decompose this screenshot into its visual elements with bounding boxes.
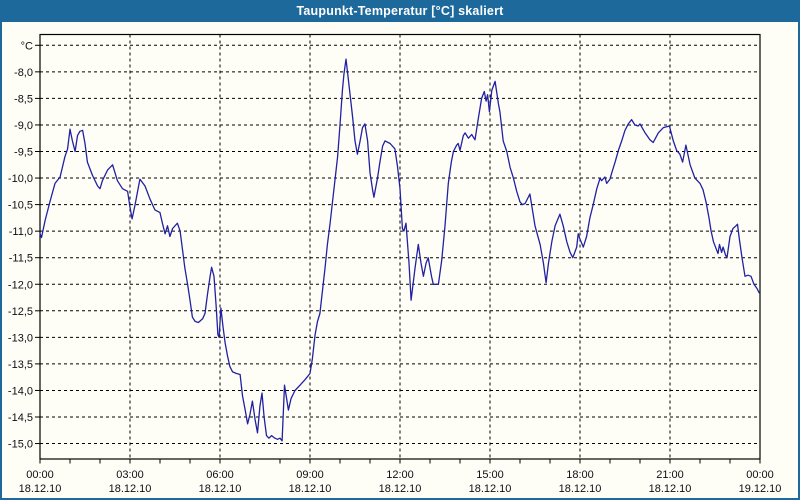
svg-text:18.12.10: 18.12.10 bbox=[379, 483, 422, 495]
svg-text:18.12.10: 18.12.10 bbox=[199, 483, 242, 495]
svg-text:18.12.10: 18.12.10 bbox=[469, 483, 512, 495]
svg-text:°C: °C bbox=[21, 40, 33, 52]
svg-text:15:00: 15:00 bbox=[476, 469, 504, 481]
svg-text:-9,5: -9,5 bbox=[14, 147, 33, 159]
title-bar: Taupunkt-Temperatur [°C] skaliert bbox=[0, 0, 800, 22]
chart-title: Taupunkt-Temperatur [°C] skaliert bbox=[296, 4, 504, 18]
svg-text:18.12.10: 18.12.10 bbox=[109, 483, 152, 495]
x-gridlines bbox=[129, 34, 671, 459]
svg-text:00:00: 00:00 bbox=[26, 469, 54, 481]
svg-text:-8,0: -8,0 bbox=[14, 67, 33, 79]
svg-text:-8,5: -8,5 bbox=[14, 93, 33, 105]
svg-text:03:00: 03:00 bbox=[116, 469, 144, 481]
svg-text:09:00: 09:00 bbox=[296, 469, 324, 481]
svg-text:-11,5: -11,5 bbox=[9, 253, 33, 265]
svg-text:21:00: 21:00 bbox=[656, 469, 684, 481]
svg-text:18.12.10: 18.12.10 bbox=[289, 483, 332, 495]
svg-text:-11,0: -11,0 bbox=[9, 226, 33, 238]
svg-text:18.12.10: 18.12.10 bbox=[19, 483, 62, 495]
svg-text:00:00: 00:00 bbox=[746, 469, 774, 481]
plot-border bbox=[39, 33, 761, 460]
svg-text:-9,0: -9,0 bbox=[14, 120, 33, 132]
svg-text:19.12.10: 19.12.10 bbox=[739, 483, 782, 495]
dewpoint-series-line bbox=[39, 58, 760, 442]
svg-text:-14,0: -14,0 bbox=[8, 385, 33, 397]
svg-text:-15,0: -15,0 bbox=[8, 439, 33, 451]
x-axis-labels: 00:00 18.12.10 03:00 18.12.10 06:00 18.12.10 0… bbox=[19, 469, 782, 495]
svg-text:06:00: 06:00 bbox=[206, 469, 234, 481]
svg-text:18.12.10: 18.12.10 bbox=[649, 483, 692, 495]
svg-text:-10,0: -10,0 bbox=[8, 173, 33, 185]
y-axis-labels: °C -8,0 -8,5 -9,0 -9,5 -10,0 -10,5 -11,0 -11,5 -1… bbox=[8, 40, 33, 450]
svg-text:-12,5: -12,5 bbox=[8, 306, 33, 318]
svg-text:-10,5: -10,5 bbox=[8, 200, 33, 212]
svg-text:-13,0: -13,0 bbox=[8, 332, 33, 344]
svg-text:18.12.10: 18.12.10 bbox=[559, 483, 602, 495]
svg-text:12:00: 12:00 bbox=[386, 469, 414, 481]
svg-text:-12,0: -12,0 bbox=[8, 279, 33, 291]
axis-ticks bbox=[35, 44, 761, 464]
svg-text:-14,5: -14,5 bbox=[8, 412, 33, 424]
svg-text:18:00: 18:00 bbox=[566, 469, 594, 481]
svg-text:-13,5: -13,5 bbox=[8, 359, 33, 371]
